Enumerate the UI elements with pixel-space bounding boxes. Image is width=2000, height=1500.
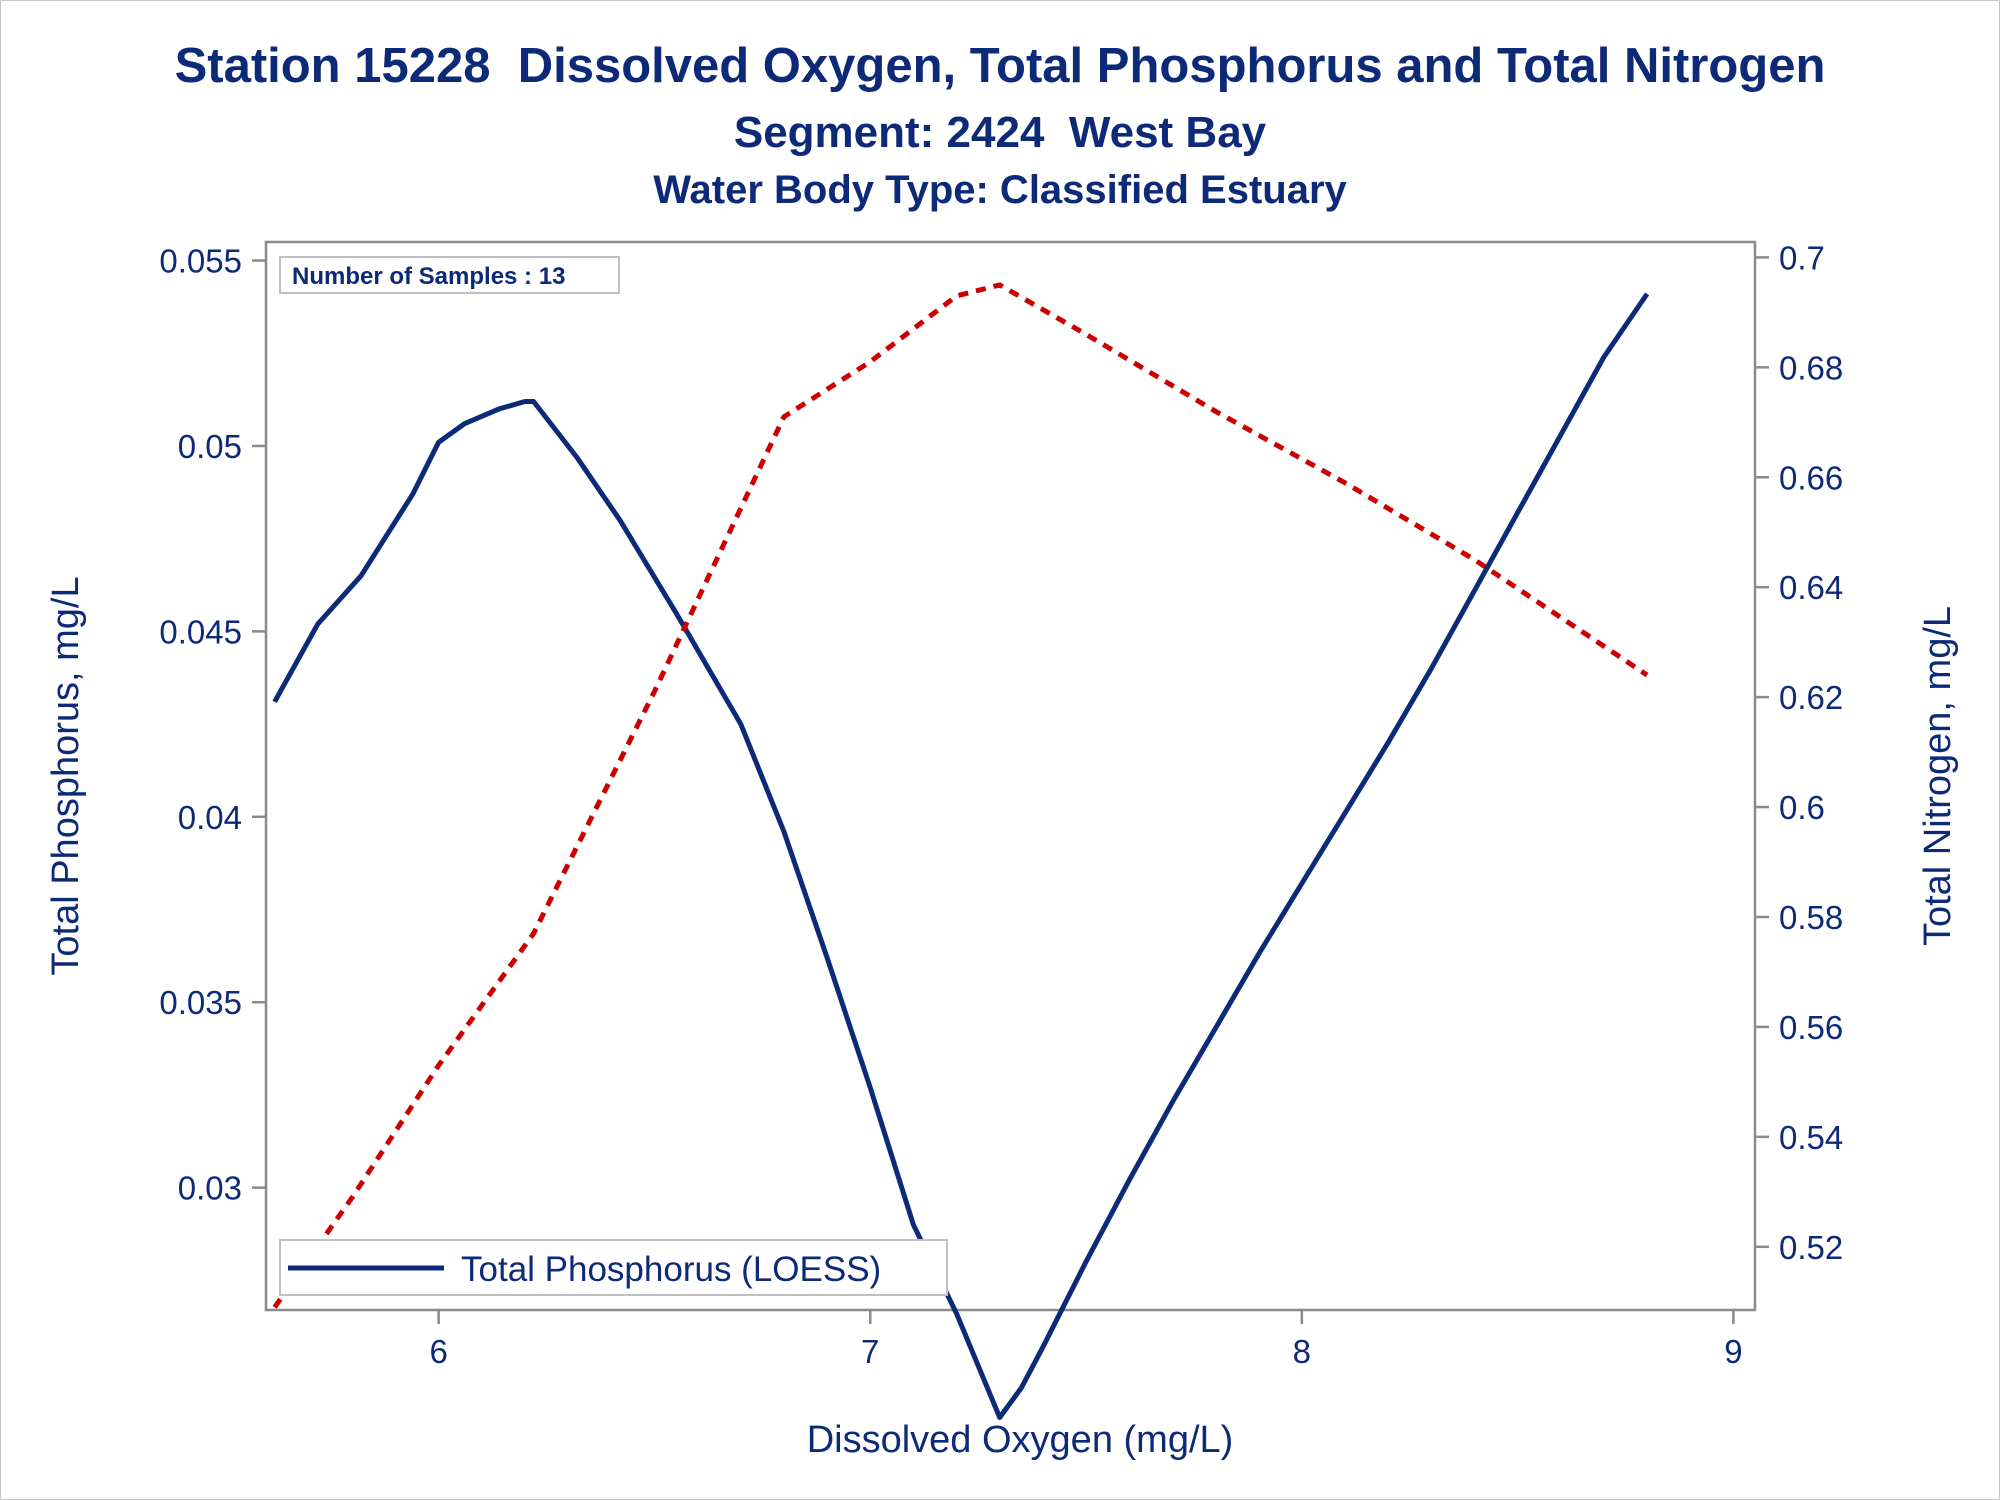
sample-count-label: Number of Samples : 13 xyxy=(292,263,565,290)
y-tick-label-right: 0.54 xyxy=(1779,1119,1843,1156)
x-tick-label: 7 xyxy=(861,1333,879,1370)
y-tick-label-right: 0.64 xyxy=(1779,569,1843,606)
y-tick-label-left: 0.05 xyxy=(178,428,242,465)
y-tick-label-right: 0.52 xyxy=(1779,1229,1843,1266)
legend: Total Phosphorus (LOESS) xyxy=(279,1239,948,1296)
y-axis-label-left: Total Phosphorus, mg/L xyxy=(45,576,87,975)
x-tick-label: 6 xyxy=(429,1333,447,1370)
plot-area xyxy=(264,240,1757,1312)
total-nitrogen-line xyxy=(272,282,1649,1309)
y-tick-label-left: 0.04 xyxy=(178,799,242,836)
y-tick-label-right: 0.58 xyxy=(1779,899,1843,936)
x-tick-label: 8 xyxy=(1293,1333,1311,1370)
y-tick-label-right: 0.66 xyxy=(1779,459,1843,496)
y-tick-label-right: 0.62 xyxy=(1779,679,1843,716)
axes-layer: 6 7 8 9 0.03 0.035 0.04 0.045 0.05 0.055 0.52 0.54 0… xyxy=(159,239,1843,1370)
y-tick-label-left: 0.045 xyxy=(159,613,242,650)
y-axis-label-right: Total Nitrogen, mg/L xyxy=(1917,606,1959,946)
series-layer xyxy=(272,282,1650,1420)
inset-box xyxy=(279,256,620,294)
x-axis-label: Dissolved Oxygen (mg/L) xyxy=(807,1419,1234,1461)
y-tick-label-right: 0.6 xyxy=(1779,789,1825,826)
chart-subtitle-2: Water Body Type: Classified Estuary xyxy=(653,168,1347,212)
y-tick-label-right: 0.68 xyxy=(1779,349,1843,386)
chart-title: Station 15228 Dissolved Oxygen, Total Ph… xyxy=(174,39,1826,93)
y-tick-label-left: 0.055 xyxy=(159,243,242,280)
y-tick-label-right: 0.56 xyxy=(1779,1009,1843,1046)
legend-label-total-phosphorus: Total Phosphorus (LOESS) xyxy=(461,1250,881,1289)
total-phosphorus-line xyxy=(272,292,1650,1420)
chart-subtitle: Segment: 2424 West Bay xyxy=(733,108,1267,157)
y-tick-label-right: 0.7 xyxy=(1779,239,1825,276)
y-tick-label-left: 0.03 xyxy=(178,1170,242,1207)
sample-count-inset: Number of Samples : 13 xyxy=(279,256,620,294)
x-tick-label: 9 xyxy=(1724,1333,1742,1370)
y-tick-label-left: 0.035 xyxy=(159,984,242,1021)
